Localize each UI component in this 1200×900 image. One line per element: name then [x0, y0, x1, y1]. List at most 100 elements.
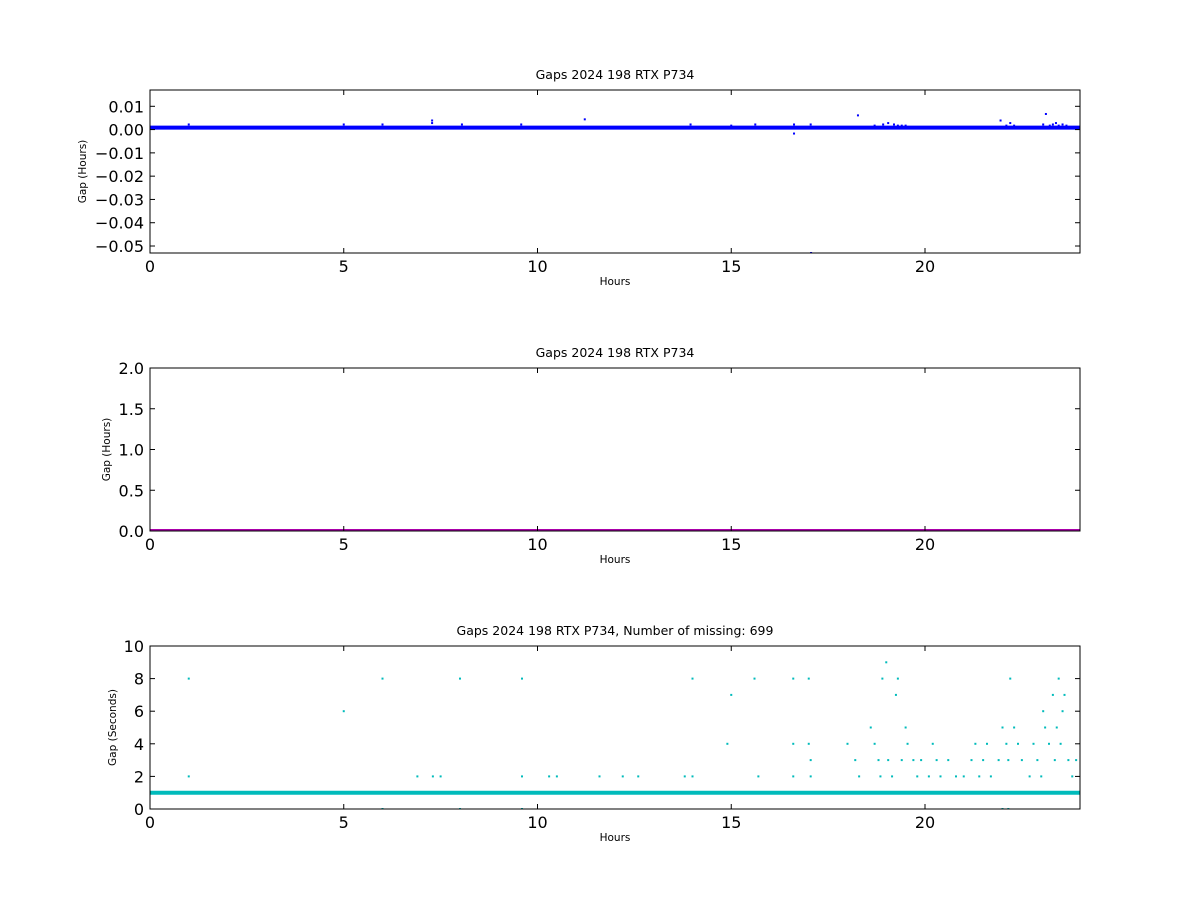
data-point	[900, 759, 903, 762]
data-point	[920, 759, 923, 762]
data-point	[939, 775, 942, 778]
data-point	[1036, 759, 1039, 762]
y-tick-label: 0.00	[108, 121, 144, 140]
chart-title: Gaps 2024 198 RTX P734	[536, 67, 695, 82]
subplot-2: 0 5 10 15 20 2.0 1.5 1.0 0.5 0.0 Gaps 2024 198 RTX…	[101, 345, 1081, 566]
x-axis-label: Hours	[600, 276, 631, 288]
data-point	[854, 759, 857, 762]
data-point	[881, 677, 884, 680]
data-point	[1007, 759, 1010, 762]
data-point	[970, 759, 973, 762]
data-point	[1042, 123, 1045, 126]
data-point	[548, 775, 551, 778]
x-tick-label: 20	[915, 813, 935, 832]
data-point	[459, 677, 461, 680]
data-point	[869, 726, 872, 729]
data-point	[431, 119, 434, 122]
data-point	[342, 123, 345, 126]
data-point	[1055, 726, 1058, 729]
data-point	[691, 775, 694, 778]
x-tick-label: 5	[339, 257, 349, 276]
data-point	[877, 759, 880, 762]
y-tick-label: 10	[124, 637, 144, 656]
data-point	[793, 123, 796, 126]
x-tick-label: 15	[721, 535, 741, 554]
chart-title: Gaps 2024 198 RTX P734, Number of missin…	[457, 623, 774, 638]
data-point	[935, 759, 938, 762]
data-point	[931, 742, 934, 745]
data-point	[342, 710, 345, 713]
data-point	[1017, 742, 1019, 745]
y-tick-label: 6	[134, 702, 144, 721]
data-point	[381, 677, 384, 680]
data-point	[906, 742, 909, 745]
data-point	[460, 123, 463, 126]
data-point	[809, 123, 812, 126]
data-point	[1048, 742, 1050, 745]
data-point	[1044, 112, 1047, 115]
data-point	[893, 123, 895, 126]
data-point	[1051, 693, 1054, 696]
data-point	[856, 114, 859, 117]
y-tick-label: 0.0	[119, 522, 144, 541]
data-point	[792, 677, 795, 680]
data-point	[846, 742, 849, 745]
data-point	[904, 726, 907, 729]
data-point	[1001, 726, 1004, 729]
data-point	[904, 124, 907, 127]
data-point	[1044, 726, 1047, 729]
y-tick-label: 2	[134, 767, 144, 786]
data-point	[997, 759, 1000, 762]
y-tick-label: −0.05	[95, 237, 144, 256]
x-axis-label: Hours	[600, 554, 631, 566]
y-tick-label: 1.5	[119, 400, 144, 419]
data-point	[439, 775, 442, 778]
y-tick-label: 4	[134, 735, 144, 754]
x-tick-label: 15	[721, 257, 741, 276]
data-point	[792, 742, 795, 745]
data-point	[598, 775, 601, 778]
data-point	[912, 759, 915, 762]
data-point	[982, 759, 985, 762]
x-tick-label: 15	[721, 813, 741, 832]
axes-frame	[149, 645, 1081, 810]
data-point	[555, 775, 558, 778]
data-point	[583, 118, 586, 121]
data-point	[807, 742, 810, 745]
data-point	[947, 759, 950, 762]
axes-frame	[149, 89, 1081, 254]
data-point	[989, 775, 992, 778]
data-point	[1032, 742, 1035, 745]
x-tick-label: 0	[145, 535, 155, 554]
data-point	[900, 124, 903, 127]
y-tick-label: 0	[134, 800, 144, 819]
y-tick-label: 0.5	[119, 481, 144, 500]
data-point	[753, 677, 756, 680]
plot-area	[150, 661, 1080, 809]
data-point	[1065, 124, 1068, 127]
data-point	[187, 677, 190, 680]
data-point	[1063, 693, 1066, 696]
data-point	[1054, 122, 1057, 125]
axes-frame	[149, 367, 1081, 532]
data-point	[879, 775, 882, 778]
data-point	[974, 742, 977, 745]
data-point	[1071, 775, 1074, 778]
y-tick-label: 8	[134, 670, 144, 689]
data-point	[726, 742, 729, 745]
data-point	[1061, 123, 1064, 126]
data-point	[1042, 710, 1045, 713]
data-point	[873, 742, 876, 745]
data-point	[730, 124, 733, 127]
data-point	[809, 759, 812, 762]
x-tick-label: 20	[915, 535, 935, 554]
data-point	[187, 775, 190, 778]
data-point	[521, 775, 523, 778]
data-point	[521, 677, 523, 680]
data-point	[927, 775, 930, 778]
data-point	[1009, 677, 1012, 680]
subplot-1: 0 5 10 15 20 0.01 0.00 −0.01 −0.02 −0.03 −0.04 −0.0…	[77, 67, 1081, 288]
data-point	[896, 124, 899, 127]
